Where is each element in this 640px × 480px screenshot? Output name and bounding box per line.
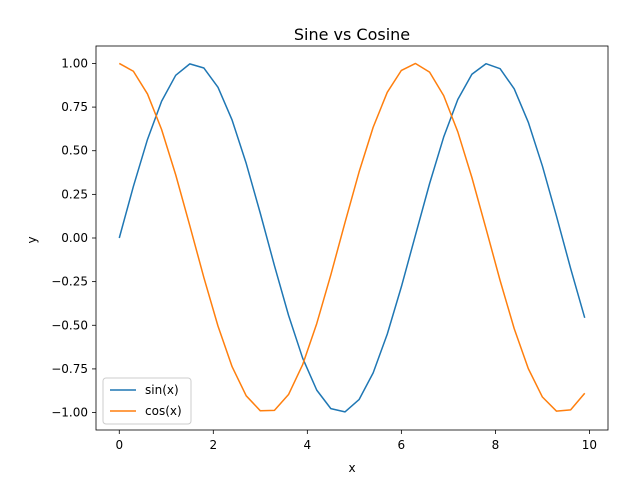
- chart-title: Sine vs Cosine: [294, 25, 410, 44]
- legend: sin(x) cos(x): [102, 377, 192, 425]
- y-tick-label: −0.50: [51, 318, 88, 332]
- x-tick-label: 8: [492, 438, 500, 452]
- y-tick-label: 0.50: [61, 144, 88, 158]
- x-tick-label: 4: [304, 438, 312, 452]
- legend-label: cos(x): [145, 404, 182, 418]
- y-tick-label: 0.25: [61, 187, 88, 201]
- y-tick-label: 1.00: [61, 56, 88, 70]
- x-tick-label: 10: [582, 438, 597, 452]
- y-tick-label: −0.25: [51, 275, 88, 289]
- x-tick-label: 6: [398, 438, 406, 452]
- x-axis-label: x: [348, 461, 355, 475]
- y-tick-label: 0.00: [61, 231, 88, 245]
- series-line-sin-x: [118, 62, 586, 413]
- legend-label: sin(x): [145, 383, 179, 397]
- y-tick-label: −0.75: [51, 362, 88, 376]
- series-line-cos-x: [118, 62, 586, 412]
- x-tick-label: 0: [115, 438, 123, 452]
- y-axis-label: y: [25, 236, 39, 243]
- y-tick-label: −1.00: [51, 406, 88, 420]
- x-tick-label: 2: [209, 438, 217, 452]
- ticks-layer: 0 2 4 6 8 10 1.00 0.75 0.50 0.25 0.00 −0.25 −0.50 −0.…: [51, 56, 597, 452]
- y-tick-label: 0.75: [61, 100, 88, 114]
- series-layer: [118, 62, 586, 413]
